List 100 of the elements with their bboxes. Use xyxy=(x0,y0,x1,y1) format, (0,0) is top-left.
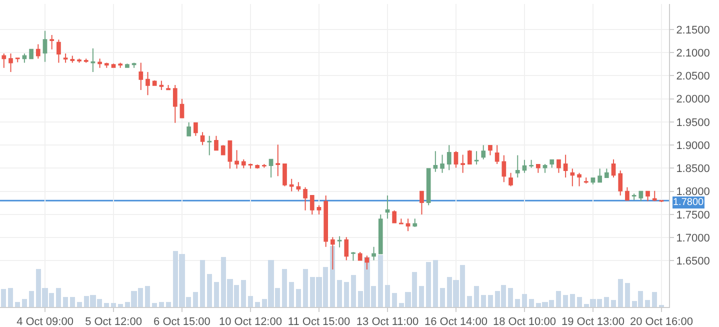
candlestick xyxy=(241,158,246,169)
candlestick xyxy=(474,150,479,166)
candlestick xyxy=(358,251,362,262)
candlestick xyxy=(282,164,287,187)
candlestick xyxy=(289,178,294,192)
candlestick xyxy=(118,62,123,68)
bar xyxy=(563,295,568,307)
candlestick xyxy=(420,190,424,215)
bar xyxy=(29,291,34,307)
bar xyxy=(645,300,650,307)
y-tick-label: 1.7500 xyxy=(676,209,710,222)
bar xyxy=(248,296,253,307)
candlestick xyxy=(268,158,274,178)
bar xyxy=(556,291,561,307)
bar xyxy=(652,292,657,307)
candlestick xyxy=(132,62,136,68)
candlestick xyxy=(255,164,260,170)
bar xyxy=(207,274,212,307)
candlestick xyxy=(412,218,418,228)
ref-line-label: 1.7800 xyxy=(673,197,704,208)
y-tick-label: 2.1500 xyxy=(676,24,710,36)
bar xyxy=(508,288,513,307)
bar xyxy=(481,295,486,307)
x-tick-label: 19 Oct 13:00 xyxy=(561,316,624,327)
y-tick-label: 2.1000 xyxy=(676,47,710,60)
candlestick xyxy=(570,168,575,187)
x-tick-label: 6 Oct 15:00 xyxy=(154,316,210,327)
bar xyxy=(1,289,6,307)
candlestick xyxy=(36,44,40,60)
candlestick xyxy=(344,236,349,261)
candlestick xyxy=(152,80,157,86)
candlestick xyxy=(29,48,34,60)
candlestick xyxy=(276,144,280,177)
x-tick-label: 18 Oct 10:00 xyxy=(492,316,556,327)
candlestick xyxy=(200,132,205,146)
bar xyxy=(426,262,431,307)
bar xyxy=(15,302,20,307)
candlestick xyxy=(446,144,452,171)
candlestick xyxy=(166,84,170,91)
bar xyxy=(282,269,287,307)
candlestick xyxy=(262,164,266,168)
bar xyxy=(440,288,445,307)
candlestick xyxy=(508,172,513,187)
bar xyxy=(193,292,198,307)
candlestick xyxy=(440,154,444,174)
candlestick xyxy=(406,218,410,232)
bar xyxy=(8,288,13,307)
candlestick xyxy=(536,164,540,174)
candlestick xyxy=(468,150,472,166)
bar xyxy=(351,275,356,307)
bar xyxy=(289,282,294,307)
bar xyxy=(303,269,308,307)
candlestick xyxy=(556,159,561,174)
y-tick-label: 1.8500 xyxy=(676,163,710,176)
candlestick xyxy=(234,150,239,170)
candlestick xyxy=(529,159,534,168)
candlestick xyxy=(146,72,150,96)
candlestick xyxy=(186,122,192,136)
bar xyxy=(159,302,164,307)
bar xyxy=(152,303,157,307)
candlestick xyxy=(84,58,88,64)
candlestick xyxy=(372,246,376,261)
candlestick xyxy=(611,158,616,178)
candlestick xyxy=(228,140,232,170)
bar xyxy=(255,302,260,307)
bar xyxy=(604,297,609,307)
candlestick xyxy=(111,63,116,68)
bar xyxy=(56,288,61,307)
bar xyxy=(241,280,246,307)
candlestick xyxy=(351,251,356,262)
x-tick-label: 4 Oct 09:00 xyxy=(16,316,74,327)
bar xyxy=(63,297,68,307)
candlestick xyxy=(584,176,588,184)
bar xyxy=(618,279,623,307)
candlestick xyxy=(385,195,390,220)
candlestick xyxy=(481,144,486,160)
candlestick xyxy=(98,58,102,68)
bar xyxy=(625,283,630,307)
bar xyxy=(378,255,383,307)
x-tick-label: 20 Oct 16:00 xyxy=(630,316,693,327)
candlestick xyxy=(460,154,466,174)
y-tick-label: 1.9500 xyxy=(676,116,710,129)
candlestick xyxy=(494,144,500,165)
candlestick xyxy=(638,190,644,202)
bar xyxy=(214,282,219,307)
candlestick xyxy=(426,168,431,206)
candlestick xyxy=(625,186,630,201)
candlestick xyxy=(598,168,602,183)
bar xyxy=(515,299,520,307)
bar xyxy=(200,260,205,307)
candlestick xyxy=(194,122,198,136)
candlestick xyxy=(207,135,212,156)
bar xyxy=(330,246,335,307)
y-tick-label: 2.0500 xyxy=(676,70,710,83)
x-tick-label: 10 Oct 12:00 xyxy=(218,316,282,327)
candlestick xyxy=(433,150,438,172)
candlestick xyxy=(542,164,548,174)
candlestick xyxy=(310,195,314,215)
candlestick xyxy=(63,53,68,64)
bar xyxy=(570,294,575,307)
